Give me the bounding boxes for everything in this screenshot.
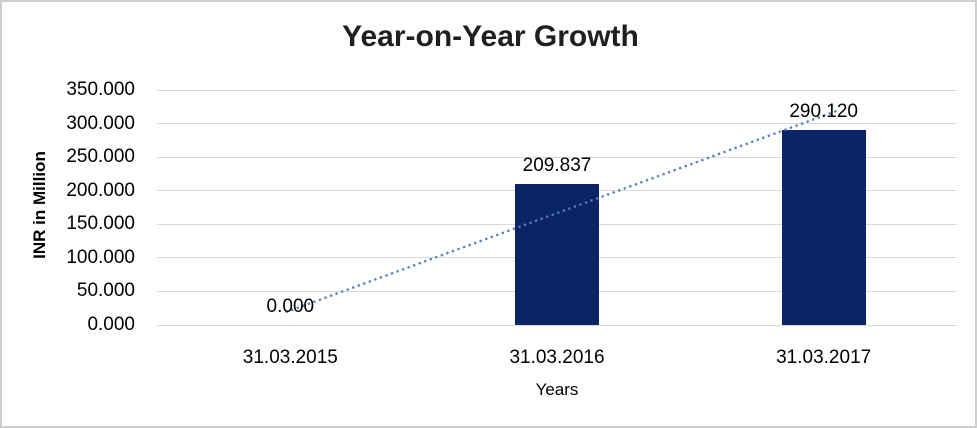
y-gridline <box>157 89 957 91</box>
plot-area <box>157 89 957 326</box>
data-label-31.03.2017: 290.120 <box>789 101 858 123</box>
x-axis-tick-label: 31.03.2017 <box>776 347 872 368</box>
y-gridline <box>157 324 957 326</box>
y-axis-tick-label: 0.000 <box>87 314 135 335</box>
data-label-31.03.2015: 0.000 <box>266 296 315 317</box>
bar-31.03.2017 <box>781 130 866 325</box>
y-axis-tick-label: 200.000 <box>66 179 135 201</box>
y-axis-tick-label: 300.000 <box>66 112 135 134</box>
x-axis-tick-label: 31.03.2015 <box>242 347 338 368</box>
y-axis-tick-label: 50.000 <box>76 280 135 302</box>
y-axis-tick-label: 150.000 <box>66 213 135 235</box>
chart-title: Year-on-Year Growth <box>342 20 639 53</box>
data-label-31.03.2016: 209.837 <box>522 155 592 177</box>
y-axis-tick-label: 350.000 <box>66 79 135 100</box>
y-gridline <box>157 123 957 125</box>
x-axis-title: Years <box>535 380 579 399</box>
x-axis-tick-label: 31.03.2016 <box>509 347 605 368</box>
y-axis-tick-label: 100.000 <box>66 246 135 268</box>
y-axis-tick-label: 250.000 <box>66 146 135 168</box>
bar-31.03.2016 <box>515 184 599 325</box>
